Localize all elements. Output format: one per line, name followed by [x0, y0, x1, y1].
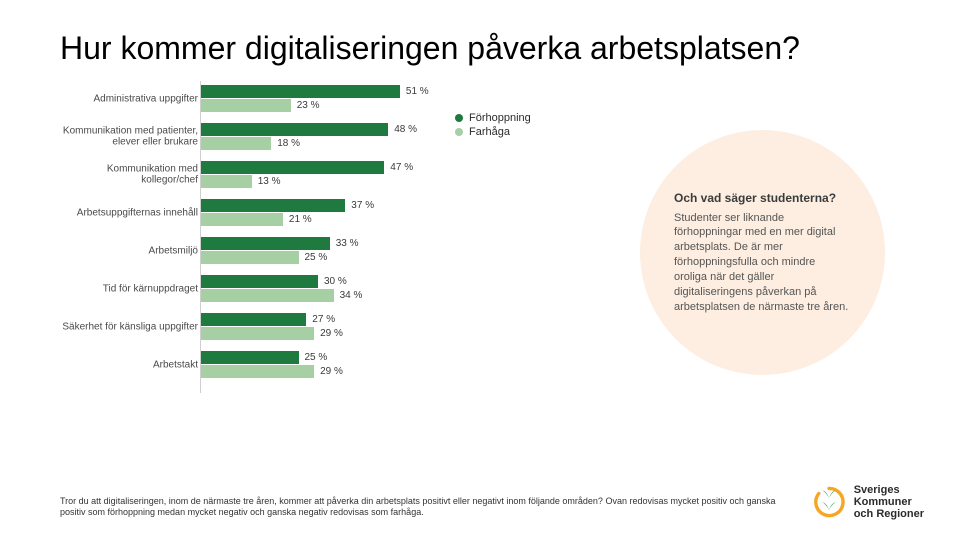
chart-row-label: Arbetsuppgifternas innehåll [58, 207, 198, 219]
chart-row: Arbetsuppgifternas innehåll37 %21 % [201, 199, 600, 227]
bar-value-hope: 27 % [312, 314, 335, 325]
chart-row: Kommunikation med patienter, elever elle… [201, 123, 600, 151]
bar-value-fear: 34 % [340, 290, 363, 301]
chart-row-label: Kommunikation med kollegor/chef [58, 163, 198, 186]
bar-hope [201, 313, 306, 326]
bar-value-hope: 48 % [394, 124, 417, 135]
bar-fear [201, 175, 252, 188]
bar-value-hope: 47 % [390, 162, 413, 173]
bar-fear [201, 365, 314, 378]
bar-value-hope: 37 % [351, 200, 374, 211]
chart-row: Kommunikation med kollegor/chef47 %13 % [201, 161, 600, 189]
bar-value-fear: 25 % [305, 252, 328, 263]
chart-row-label: Kommunikation med patienter, elever elle… [58, 125, 198, 148]
chart-row: Administrativa uppgifter51 %23 % [201, 85, 600, 113]
bar-value-fear: 29 % [320, 366, 343, 377]
bar-value-fear: 18 % [277, 138, 300, 149]
callout-circle: Och vad säger studenterna? Studenter ser… [640, 130, 885, 375]
logo-line-1: Sveriges [854, 484, 924, 496]
chart-row: Tid för kärnuppdraget30 %34 % [201, 275, 600, 303]
bar-fear [201, 327, 314, 340]
bar-hope [201, 161, 384, 174]
bar-fear [201, 251, 299, 264]
skr-logo: Sveriges Kommuner och Regioner [812, 484, 924, 520]
callout-title: Och vad säger studenterna? [674, 191, 851, 205]
chart-row: Säkerhet för känsliga uppgifter27 %29 % [201, 313, 600, 341]
bar-value-fear: 21 % [289, 214, 312, 225]
bar-hope [201, 123, 388, 136]
bar-value-fear: 13 % [258, 176, 281, 187]
bar-hope [201, 275, 318, 288]
bar-value-hope: 30 % [324, 276, 347, 287]
bar-value-fear: 29 % [320, 328, 343, 339]
bar-hope [201, 199, 345, 212]
page-title: Hur kommer digitaliseringen påverka arbe… [60, 30, 900, 67]
bar-value-hope: 33 % [336, 238, 359, 249]
bar-value-hope: 25 % [305, 352, 328, 363]
chart-row-label: Arbetsmiljö [58, 245, 198, 257]
bar-fear [201, 289, 334, 302]
bar-fear [201, 137, 271, 150]
bar-fear [201, 99, 291, 112]
bar-chart: Administrativa uppgifter 51 % 23 % Kommunik… [60, 81, 600, 393]
logo-line-3: och Regioner [854, 508, 924, 520]
bar-value-fear: 23 % [297, 100, 320, 111]
chart-row: Arbetsmiljö33 %25 % [201, 237, 600, 265]
callout-body: Studenter ser liknande förhoppningar med… [674, 211, 851, 315]
bar-value-hope: 51 % [406, 86, 429, 97]
bar-fear [201, 213, 283, 226]
skr-logo-mark [812, 485, 846, 519]
chart-row-label: Tid för kärnuppdraget [58, 283, 198, 295]
bar-hope [201, 351, 299, 364]
skr-logo-text: Sveriges Kommuner och Regioner [854, 484, 924, 520]
footnote-text: Tror du att digitaliseringen, inom de nä… [60, 496, 800, 519]
bar-hope [201, 237, 330, 250]
logo-line-2: Kommuner [854, 496, 924, 508]
chart-row-label: Administrativa uppgifter [58, 93, 198, 105]
chart-row: Arbetstakt25 %29 % [201, 351, 600, 379]
bar-hope [201, 85, 400, 98]
chart-row-label: Arbetstakt [58, 359, 198, 371]
chart-row-label: Säkerhet för känsliga uppgifter [58, 321, 198, 333]
